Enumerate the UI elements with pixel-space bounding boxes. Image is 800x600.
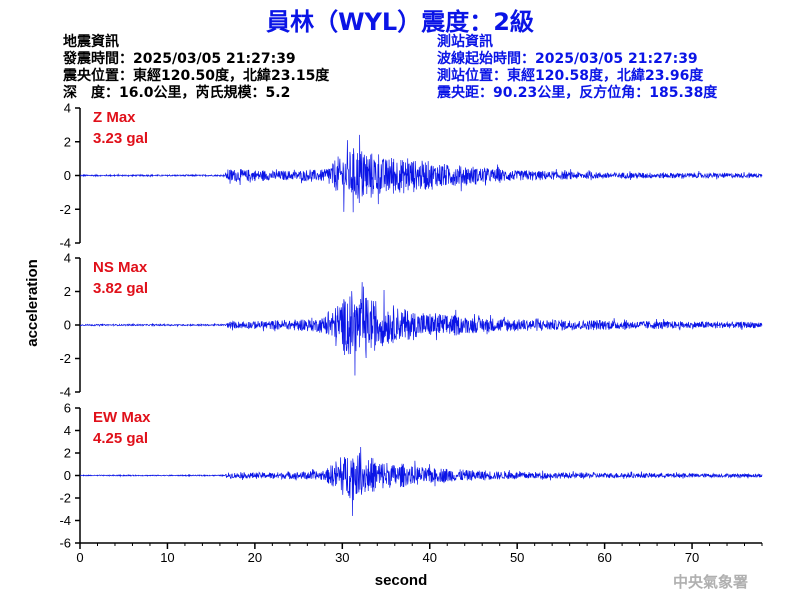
y-tick-label: -2 bbox=[59, 202, 71, 217]
waveform-ew bbox=[79, 447, 763, 516]
waveform-ns bbox=[79, 282, 763, 376]
quake-info-heading: 地震資訊 bbox=[63, 34, 119, 50]
y-tick-label: 0 bbox=[64, 318, 71, 333]
x-tick-label: 30 bbox=[335, 550, 349, 565]
depth-magnitude: 深 度：16.0公里，芮氏規模：5.2 bbox=[63, 85, 291, 101]
x-tick-label: 60 bbox=[597, 550, 611, 565]
x-tick-label: 20 bbox=[248, 550, 262, 565]
waveform-z bbox=[79, 134, 763, 213]
agency-logo: 中央氣象署 bbox=[672, 573, 748, 591]
y-tick-label: 4 bbox=[64, 101, 71, 116]
x-axis-title: second bbox=[375, 572, 428, 589]
epicentral-distance: 震央距：90.23公里，反方位角：185.38度 bbox=[437, 85, 718, 101]
y-tick-label: -2 bbox=[59, 351, 71, 366]
y-tick-label: -4 bbox=[59, 385, 71, 400]
channel-peak-label: 3.23 gal bbox=[93, 130, 148, 147]
y-tick-label: 6 bbox=[64, 401, 71, 416]
station-location: 測站位置：東經120.58度，北緯23.96度 bbox=[437, 68, 704, 84]
wave-start-time: 波線起始時間：2025/03/05 21:27:39 bbox=[437, 51, 698, 67]
channel-peak-label: 4.25 gal bbox=[93, 430, 148, 447]
y-tick-label: 4 bbox=[64, 423, 71, 438]
y-tick-label: -2 bbox=[59, 491, 71, 506]
y-axis-title: acceleration bbox=[24, 259, 41, 347]
y-tick-label: 4 bbox=[64, 251, 71, 266]
channel-peak-label: 3.82 gal bbox=[93, 280, 148, 297]
x-tick-label: 0 bbox=[76, 550, 83, 565]
epicenter-location: 震央位置：東經120.50度，北緯23.15度 bbox=[63, 68, 330, 84]
page-title: 員林（WYL）震度：2級 bbox=[266, 8, 534, 36]
quake-info-panel: 地震資訊 發震時間：2025/03/05 21:27:39 震央位置：東經120… bbox=[63, 34, 329, 102]
x-tick-label: 10 bbox=[160, 550, 174, 565]
y-tick-label: 2 bbox=[64, 446, 71, 461]
station-info-panel: 測站資訊 波線起始時間：2025/03/05 21:27:39 測站位置：東經1… bbox=[437, 34, 717, 102]
x-tick-label: 70 bbox=[685, 550, 699, 565]
station-info-heading: 測站資訊 bbox=[437, 34, 493, 50]
x-tick-label: 50 bbox=[510, 550, 524, 565]
channel-name-label: EW Max bbox=[93, 409, 151, 426]
channel-name-label: NS Max bbox=[93, 259, 148, 276]
y-tick-label: -4 bbox=[59, 236, 71, 251]
y-tick-label: -6 bbox=[59, 536, 71, 551]
channel-name-label: Z Max bbox=[93, 109, 136, 126]
y-tick-label: 0 bbox=[64, 468, 71, 483]
y-tick-label: 0 bbox=[64, 168, 71, 183]
y-tick-label: 2 bbox=[64, 134, 71, 149]
y-tick-label: 2 bbox=[64, 284, 71, 299]
y-tick-label: -4 bbox=[59, 513, 71, 528]
origin-time: 發震時間：2025/03/05 21:27:39 bbox=[63, 51, 296, 67]
x-tick-label: 40 bbox=[423, 550, 437, 565]
